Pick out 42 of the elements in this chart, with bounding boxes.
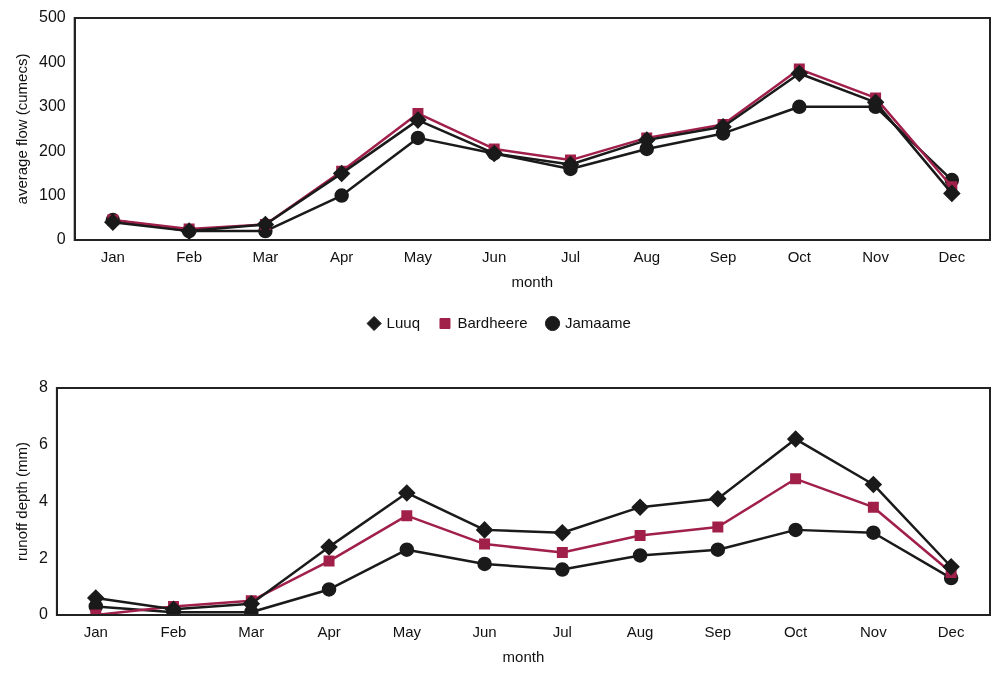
y-tick-label: 8 bbox=[38, 378, 48, 396]
x-tick-label: Feb bbox=[176, 248, 203, 266]
x-tick-label: Oct bbox=[783, 623, 809, 641]
x-tick-label: Nov bbox=[860, 623, 888, 641]
x-tick-label: Jul bbox=[552, 623, 572, 641]
legend-label: Jamaame bbox=[565, 313, 631, 331]
x-tick-label: Dec bbox=[937, 623, 965, 641]
y-tick-label: 0 bbox=[56, 230, 66, 248]
x-axis-title: month bbox=[502, 648, 545, 666]
y-tick-label: 0 bbox=[38, 605, 48, 623]
legend-label: Bardheere bbox=[457, 313, 528, 331]
y-axis-title: runoff depth (mm) bbox=[13, 442, 31, 561]
y-tick-label: 6 bbox=[38, 435, 48, 453]
x-tick-label: Feb bbox=[160, 623, 187, 641]
x-tick-label: Jan bbox=[100, 248, 125, 266]
x-tick-label: Jul bbox=[560, 248, 581, 266]
x-tick-label: Sep bbox=[709, 248, 737, 266]
x-tick-label: Apr bbox=[329, 248, 354, 266]
y-tick-label: 500 bbox=[38, 8, 66, 26]
y-tick-label: 4 bbox=[38, 491, 48, 509]
x-axis-title: month bbox=[511, 273, 554, 291]
x-tick-label: Oct bbox=[787, 248, 812, 266]
x-tick-label: Dec bbox=[938, 248, 966, 266]
x-tick-label: Nov bbox=[862, 248, 890, 266]
x-tick-label: Aug bbox=[626, 623, 654, 641]
x-tick-label: Sep bbox=[704, 623, 732, 641]
x-tick-label: Mar bbox=[238, 623, 265, 641]
y-tick-label: 2 bbox=[38, 548, 48, 566]
y-axis-title: average flow (cumecs) bbox=[13, 53, 31, 205]
x-tick-label: Apr bbox=[317, 623, 341, 641]
x-tick-label: May bbox=[392, 623, 422, 641]
x-tick-label: Jan bbox=[83, 623, 108, 641]
x-tick-label: Mar bbox=[252, 248, 279, 266]
x-tick-label: Jun bbox=[472, 623, 497, 641]
legend-label: Luuq bbox=[386, 313, 420, 331]
y-tick-label: 200 bbox=[38, 141, 66, 159]
x-tick-label: Jun bbox=[482, 248, 507, 266]
y-tick-label: 100 bbox=[38, 186, 66, 204]
y-tick-label: 400 bbox=[38, 52, 66, 70]
x-tick-label: May bbox=[403, 248, 433, 266]
x-tick-label: Aug bbox=[633, 248, 661, 266]
y-tick-label: 300 bbox=[38, 97, 66, 115]
